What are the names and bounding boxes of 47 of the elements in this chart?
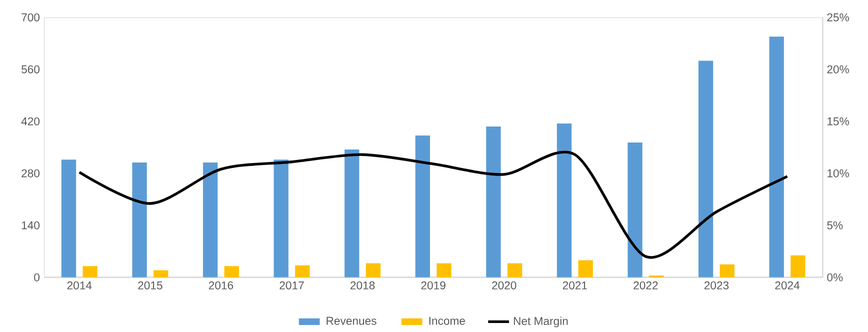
x-tick-label: 2019: [421, 281, 446, 290]
x-tick-label: 2020: [492, 281, 516, 290]
bar: [366, 263, 381, 278]
bar: [578, 260, 593, 278]
y2-tick-label: 10%: [828, 169, 849, 178]
y2-tick-label: 25%: [827, 13, 849, 22]
x-tick-label: 2015: [138, 281, 162, 290]
y2-tick-label: 0%: [827, 273, 843, 282]
bar: [154, 270, 168, 278]
bar: [82, 266, 98, 278]
bar: [132, 162, 147, 278]
bar: [295, 265, 310, 278]
bar: [720, 264, 734, 278]
y-tick-label: 140: [22, 221, 40, 230]
x-tick-label: 2014: [67, 281, 92, 290]
y2-tick-label: 15%: [828, 117, 849, 126]
bar: [61, 160, 76, 278]
x-tick-label: 2024: [775, 281, 800, 290]
y-tick-label: 700: [22, 13, 40, 22]
bar: [556, 124, 572, 278]
bar: [769, 36, 784, 278]
bar: [486, 126, 501, 278]
x-tick-label: 2023: [704, 281, 729, 290]
legend-label: Income: [429, 316, 465, 325]
x-tick-label: 2021: [562, 281, 587, 290]
legend-label: Net Margin: [514, 316, 568, 328]
bar: [344, 150, 360, 278]
x-tick-label: 2016: [208, 281, 234, 290]
bar: [415, 135, 430, 278]
y-tick-label: 0: [34, 273, 40, 282]
bar: [224, 266, 239, 278]
bar: [628, 142, 642, 278]
bar: [436, 263, 452, 278]
y2-tick-label: 5%: [827, 221, 843, 230]
y-tick-label: 560: [22, 65, 40, 74]
y-tick-label: 280: [22, 169, 40, 178]
bar: [790, 255, 806, 278]
y-tick-label: 420: [21, 117, 40, 126]
bar: [202, 162, 218, 278]
bar: [698, 60, 714, 278]
legend-label: Revenues: [326, 316, 376, 325]
x-tick-label: 2017: [280, 281, 304, 290]
bar: [507, 263, 522, 278]
x-tick-label: 2018: [350, 281, 375, 290]
bar: [274, 160, 288, 278]
x-tick-label: 2022: [634, 281, 658, 290]
y2-tick-label: 20%: [827, 65, 849, 74]
